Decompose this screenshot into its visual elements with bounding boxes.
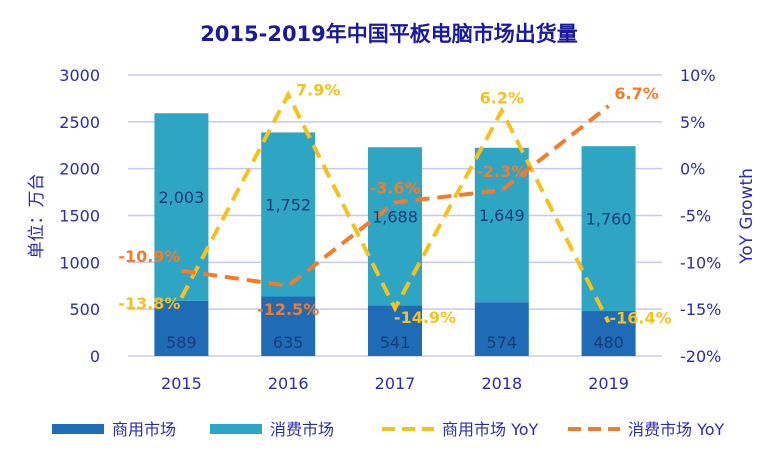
y2-tick-label: -15%: [680, 300, 721, 319]
line-value-label: -13.8%: [118, 294, 180, 313]
bar-value-label: 1,649: [479, 206, 525, 225]
y2-axis-label: YoY Growth: [737, 168, 757, 265]
legend-label: 商用市场 YoY: [442, 420, 539, 439]
line-value-label: 6.2%: [480, 89, 524, 108]
y2-tick-label: 10%: [680, 66, 716, 85]
y2-tick-label: -10%: [680, 253, 721, 272]
line-value-label: -16.4%: [610, 308, 672, 327]
bar-consumer: [154, 113, 209, 301]
y-tick-label: 1000: [59, 253, 100, 272]
line-value-label: -10.9%: [118, 247, 180, 266]
line-value-label: -3.6%: [369, 178, 420, 197]
y-tick-label: 1500: [59, 207, 100, 226]
line-value-label: 7.9%: [296, 81, 340, 100]
bar-value-label: 1,760: [586, 210, 632, 229]
line-consumer-yoy: [181, 104, 610, 288]
y2-tick-label: 5%: [680, 113, 705, 132]
bar-value-label: 589: [166, 333, 197, 352]
line-value-label: -2.3%: [476, 162, 527, 181]
line-value-label: 6.7%: [614, 84, 658, 103]
y-axis-label: 单位：万台: [27, 174, 47, 259]
bar-value-label: 1,688: [372, 207, 418, 226]
x-tick-label: 2019: [588, 374, 629, 393]
bar-consumer: [368, 147, 422, 306]
chart-title: 2015-2019年中国平板电脑市场出货量: [200, 22, 578, 46]
x-tick-label: 2018: [481, 374, 522, 393]
bar-commercial: [154, 300, 209, 356]
y-tick-label: 3000: [59, 66, 100, 85]
y2-tick-label: -5%: [680, 207, 711, 226]
bar-value-label: 574: [487, 333, 518, 352]
bar-value-label: 480: [593, 333, 624, 352]
y-tick-label: 0: [90, 347, 100, 366]
line-commercial-yoy: [179, 90, 611, 324]
y-tick-label: 2000: [59, 160, 100, 179]
bar-value-label: 541: [380, 333, 411, 352]
y-tick-label: 2500: [59, 113, 100, 132]
y2-tick-label: 0%: [680, 160, 705, 179]
bar-commercial: [474, 302, 529, 356]
bar-value-label: 1,752: [265, 195, 311, 214]
y2-tick-label: -20%: [680, 347, 721, 366]
legend-label: 商用市场: [112, 420, 176, 439]
x-tick-label: 2015: [161, 374, 202, 393]
x-tick-label: 2017: [375, 374, 416, 393]
bar-commercial: [368, 305, 422, 356]
line-value-label: -12.5%: [257, 300, 319, 319]
legend-label: 消费市场 YoY: [628, 420, 725, 439]
legend-swatch: [210, 424, 262, 434]
legend-swatch: [52, 424, 104, 434]
bar-commercial: [261, 296, 316, 356]
legend-label: 消费市场: [270, 420, 334, 439]
bar-value-label: 635: [273, 333, 304, 352]
y-tick-label: 500: [69, 300, 100, 319]
bar-value-label: 2,003: [158, 188, 204, 207]
x-tick-label: 2016: [268, 374, 309, 393]
line-value-label: -14.9%: [394, 308, 456, 327]
